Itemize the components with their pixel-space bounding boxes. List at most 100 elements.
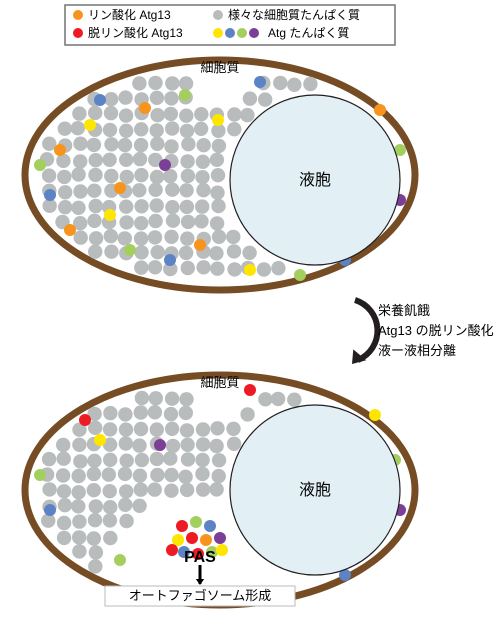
cytoplasm-protein-dot: [119, 484, 133, 498]
cytoplasm-protein-dot: [119, 200, 133, 214]
cytoplasm-protein-dot: [88, 106, 102, 120]
cytoplasm-protein-dot: [210, 216, 224, 230]
top-cytoplasm-label: 細胞質: [200, 60, 239, 75]
cytoplasm-protein-dot: [150, 170, 164, 184]
pas-dot: [214, 532, 226, 544]
cytoplasm-protein-dot: [71, 121, 85, 135]
cytoplasm-protein-dot: [72, 469, 86, 483]
cytoplasm-protein-dot: [119, 153, 133, 167]
cytoplasm-protein-dot: [89, 231, 103, 245]
cytoplasm-protein-dot: [72, 544, 86, 558]
cytoplasm-protein-dot: [226, 422, 240, 436]
cytoplasm-protein-dot: [88, 245, 102, 259]
cytoplasm-protein-dot: [227, 122, 241, 136]
cytoplasm-protein-dot: [271, 392, 285, 406]
pas-dot: [190, 516, 202, 528]
cytoplasm-protein-dot: [287, 393, 301, 407]
cytoplasm-protein-dot: [243, 91, 257, 105]
cytoplasm-protein-dot: [212, 469, 226, 483]
cytoplasm-protein-dot: [164, 230, 178, 244]
cytoplasm-protein-dot: [165, 422, 179, 436]
cytoplasm-protein-dot: [103, 422, 117, 436]
cytoplasm-protein-dot: [72, 106, 86, 120]
cytoplasm-protein-dot: [58, 200, 72, 214]
cytoplasm-protein-dot: [74, 230, 88, 244]
cytoplasm-protein-dot: [119, 514, 133, 528]
cytoplasm-protein-dot: [87, 467, 101, 481]
cytoplasm-protein-dot: [148, 230, 162, 244]
cytoplasm-protein-dot: [87, 483, 101, 497]
legend-dot: [213, 28, 223, 38]
top-yellow-dot: [244, 264, 256, 276]
legend-label: 様々な細胞質たんぱく質: [228, 7, 360, 22]
cytoplasm-protein-dot: [42, 168, 56, 182]
pas-dot: [166, 544, 178, 556]
pas-dot: [186, 532, 198, 544]
cytoplasm-protein-dot: [132, 438, 146, 452]
cytoplasm-protein-dot: [212, 453, 226, 467]
cytoplasm-protein-dot: [58, 498, 72, 512]
cytoplasm-protein-dot: [196, 155, 210, 169]
cytoplasm-protein-dot: [103, 453, 117, 467]
cytoplasm-protein-dot: [57, 531, 71, 545]
cytoplasm-protein-dot: [211, 168, 225, 182]
cytoplasm-protein-dot: [72, 485, 86, 499]
cytoplasm-protein-dot: [164, 107, 178, 121]
cytoplasm-protein-dot: [103, 484, 117, 498]
cytoplasm-protein-dot: [71, 201, 85, 215]
cytoplasm-protein-dot: [164, 407, 178, 421]
top-blue-dot: [94, 94, 106, 106]
cytoplasm-protein-dot: [209, 246, 223, 260]
cytoplasm-protein-dot: [303, 77, 317, 91]
cytoplasm-protein-dot: [134, 405, 148, 419]
cytoplasm-protein-dot: [134, 260, 148, 274]
cytoplasm-protein-dot: [287, 78, 301, 92]
cytoplasm-protein-dot: [150, 123, 164, 137]
cytoplasm-protein-dot: [57, 484, 71, 498]
top-orange-dot: [139, 102, 151, 114]
cytoplasm-protein-dot: [194, 122, 208, 136]
cytoplasm-protein-dot: [164, 91, 178, 105]
cytoplasm-protein-dot: [134, 245, 148, 259]
cytoplasm-protein-dot: [196, 422, 210, 436]
cytoplasm-protein-dot: [179, 406, 193, 420]
cytoplasm-protein-dot: [148, 76, 162, 90]
cytoplasm-protein-dot: [132, 76, 146, 90]
cytoplasm-protein-dot: [104, 229, 118, 243]
cytoplasm-protein-dot: [133, 469, 147, 483]
cytoplasm-protein-dot: [57, 516, 71, 530]
cytoplasm-protein-dot: [102, 153, 116, 167]
cytoplasm-protein-dot: [72, 438, 86, 452]
bottom-red-dot: [79, 414, 91, 426]
cytoplasm-protein-dot: [273, 76, 287, 90]
cytoplasm-protein-dot: [72, 514, 86, 528]
cytoplasm-protein-dot: [209, 482, 223, 496]
cytoplasm-protein-dot: [103, 406, 117, 420]
cytoplasm-protein-dot: [180, 200, 194, 214]
cytoplasm-protein-dot: [179, 392, 193, 406]
top-vacuole-label: 液胞: [299, 171, 331, 189]
cytoplasm-protein-dot: [179, 109, 193, 123]
bottom-vacuole-label: 液胞: [299, 481, 331, 499]
cytoplasm-protein-dot: [104, 137, 118, 151]
cytoplasm-protein-dot: [227, 107, 241, 121]
cytoplasm-protein-dot: [58, 185, 72, 199]
pas-dot: [176, 520, 188, 532]
top-yellow-dot: [212, 114, 224, 126]
cytoplasm-protein-dot: [227, 437, 241, 451]
cytoplasm-protein-dot: [57, 170, 71, 184]
cytoplasm-protein-dot: [212, 230, 226, 244]
cytoplasm-protein-dot: [148, 260, 162, 274]
top-green-dot: [179, 89, 191, 101]
cytoplasm-protein-dot: [132, 183, 146, 197]
cytoplasm-protein-dot: [73, 137, 87, 151]
cytoplasm-protein-dot: [258, 92, 272, 106]
cytoplasm-protein-dot: [148, 482, 162, 496]
cytoplasm-protein-dot: [210, 262, 224, 276]
cytoplasm-protein-dot: [197, 138, 211, 152]
transition-text: 栄養飢餓: [378, 303, 430, 318]
cytoplasm-protein-dot: [103, 500, 117, 514]
cytoplasm-protein-dot: [134, 122, 148, 136]
cytoplasm-protein-dot: [257, 262, 271, 276]
cytoplasm-protein-dot: [242, 246, 256, 260]
